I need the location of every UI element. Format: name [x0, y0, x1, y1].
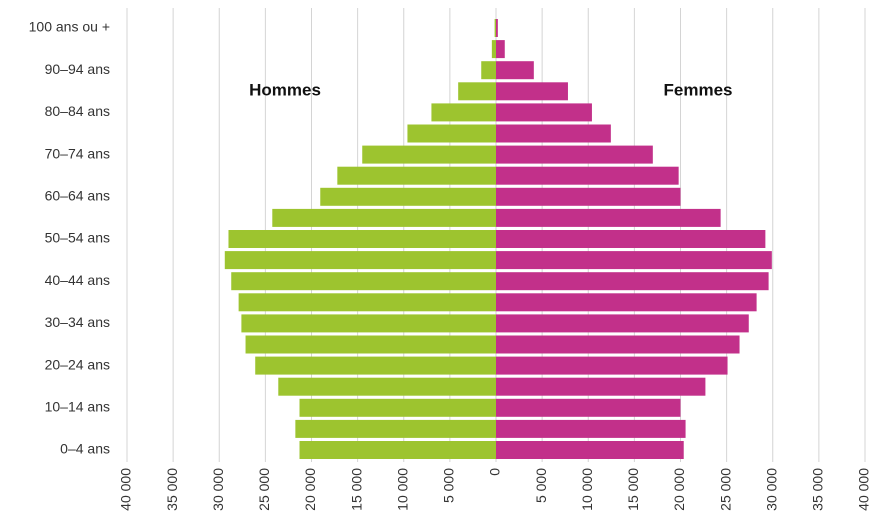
- x-tick-label: 30 000: [210, 468, 226, 511]
- y-tick-label: 0–4 ans: [60, 441, 110, 457]
- bar: [299, 398, 496, 417]
- bar: [496, 19, 498, 37]
- bar: [278, 377, 496, 396]
- bar: [231, 272, 496, 291]
- bar: [496, 82, 568, 101]
- x-tick-label: 35 000: [810, 468, 826, 511]
- y-tick-label: 20–24 ans: [45, 356, 110, 372]
- series-label: Hommes: [249, 80, 321, 99]
- y-tick-label: 70–74 ans: [45, 145, 110, 161]
- bar: [496, 40, 505, 59]
- bar: [481, 61, 496, 80]
- bar: [496, 166, 679, 185]
- bar: [496, 103, 592, 122]
- bar: [496, 335, 740, 354]
- bar: [295, 419, 496, 438]
- bar: [496, 124, 611, 143]
- y-tick-label: 90–94 ans: [45, 61, 110, 77]
- y-tick-label: 40–44 ans: [45, 272, 110, 288]
- x-tick-label: 30 000: [763, 468, 779, 511]
- bar: [228, 230, 496, 248]
- bar: [496, 230, 766, 248]
- x-tick-label: 40 000: [118, 468, 134, 511]
- series-label: Femmes: [664, 80, 733, 99]
- bar: [362, 145, 496, 164]
- y-tick-label: 10–14 ans: [45, 399, 110, 415]
- bar: [238, 293, 496, 312]
- bar: [299, 441, 496, 459]
- bar: [224, 251, 496, 270]
- bar: [337, 166, 496, 185]
- bar: [496, 61, 534, 80]
- bar: [496, 251, 772, 270]
- x-tick-label: 35 000: [164, 468, 180, 511]
- x-tick-label: 20 000: [671, 468, 687, 511]
- x-tick-label: 20 000: [302, 468, 318, 511]
- y-tick-label: 100 ans ou +: [29, 19, 110, 35]
- bar: [320, 187, 496, 206]
- bar: [241, 314, 496, 333]
- y-tick-label: 30–34 ans: [45, 314, 110, 330]
- x-tick-label: 5 000: [441, 468, 457, 503]
- bar: [496, 208, 721, 227]
- bar: [496, 356, 728, 375]
- x-tick-label: 15 000: [625, 468, 641, 511]
- bar: [496, 398, 681, 417]
- bar: [496, 145, 653, 164]
- bar: [245, 335, 496, 354]
- bar: [496, 377, 706, 396]
- y-tick-label: 80–84 ans: [45, 103, 110, 119]
- bar: [496, 441, 684, 459]
- y-tick-label: 60–64 ans: [45, 188, 110, 204]
- x-tick-label: 15 000: [348, 468, 364, 511]
- bar: [496, 187, 681, 206]
- x-tick-label: 10 000: [394, 468, 410, 511]
- bar: [496, 419, 686, 438]
- x-tick-label: 0: [487, 468, 503, 476]
- x-tick-label: 40 000: [856, 468, 872, 511]
- x-tick-label: 5 000: [533, 468, 549, 503]
- bar: [458, 82, 496, 101]
- bar: [491, 40, 496, 59]
- bar: [272, 208, 496, 227]
- bar: [431, 103, 496, 122]
- bar: [407, 124, 496, 143]
- x-tick-label: 25 000: [256, 468, 272, 511]
- x-tick-label: 10 000: [579, 468, 595, 511]
- bar: [496, 272, 769, 291]
- x-tick-label: 25 000: [717, 468, 733, 511]
- bar: [496, 314, 749, 333]
- bar: [255, 356, 496, 375]
- y-tick-label: 50–54 ans: [45, 230, 110, 246]
- bar: [496, 293, 757, 312]
- bar: [494, 19, 496, 37]
